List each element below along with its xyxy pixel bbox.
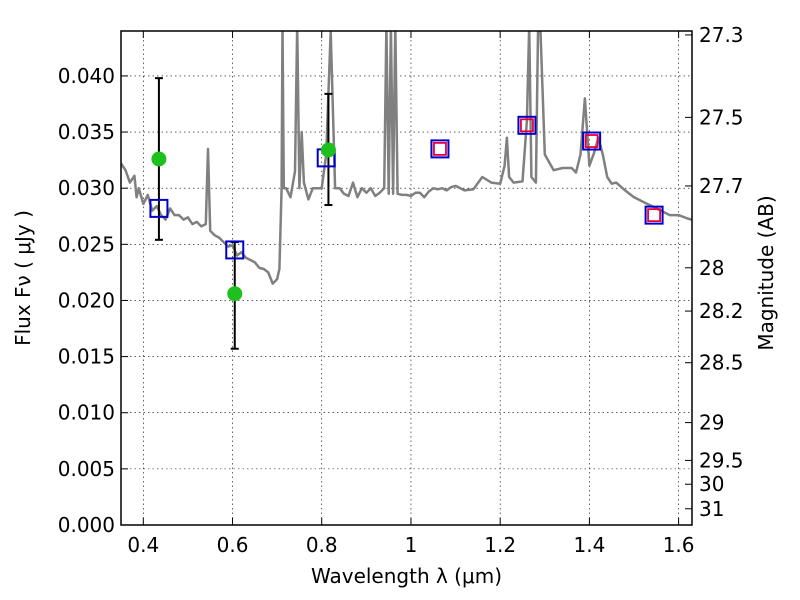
plot-area (121, 31, 692, 350)
observed-photometry-marker (647, 208, 661, 223)
observed-flux-point (320, 142, 336, 158)
x-tick-label: 1 (405, 533, 418, 557)
y-tick-label: 0.000 (58, 513, 115, 537)
observed-flux-point (151, 151, 167, 167)
y2-tick-label: 28.5 (699, 351, 744, 375)
y-tick-label: 0.040 (58, 64, 115, 88)
y2-tick-label: 29.5 (699, 448, 744, 472)
y-tick-label: 0.035 (58, 120, 115, 144)
model-photometry-marker (517, 115, 537, 135)
y-tick-label: 0.025 (58, 232, 115, 256)
x-axis-title: Wavelength λ (μm) (311, 564, 502, 588)
x-tick-label: 1.4 (573, 533, 605, 557)
observed-photometry-marker (584, 134, 599, 148)
x-tick-label: 0.8 (306, 533, 338, 557)
y2-axis-title: Magnitude (AB) (754, 195, 778, 350)
y-axis-ticks: 0.000 0.005 0.010 0.015 0.020 0.025 0.030 0.035… (58, 64, 128, 537)
y-axis-title: Flux Fν ( μJy ) (11, 210, 35, 346)
x-axis-ticks: 0.4 0.6 0.8 1 1.2 1.4 1.6 (127, 31, 695, 557)
y2-tick-label: 30 (699, 472, 724, 496)
y2-tick-label: 27.3 (699, 23, 744, 47)
observed-photometry-marker (520, 118, 534, 133)
x-tick-label: 0.6 (217, 533, 249, 557)
y-tick-label: 0.005 (58, 457, 115, 481)
x-tick-label: 1.2 (484, 533, 516, 557)
x-tick-label: 1.6 (663, 533, 695, 557)
model-photometry-marker (149, 198, 169, 218)
observed-flux-point (227, 286, 243, 302)
y-tick-label: 0.020 (58, 288, 115, 312)
y2-tick-label: 31 (699, 497, 724, 521)
y2-tick-label: 27.5 (699, 105, 744, 129)
model-photometry-marker (644, 205, 664, 225)
y-tick-label: 0.015 (58, 345, 115, 369)
model-photometry-marker (225, 240, 245, 260)
model-photometry-marker (430, 139, 450, 159)
markers (149, 115, 664, 302)
model-spectrum-line (121, 31, 692, 285)
error-bars (154, 77, 333, 350)
y2-tick-label: 29 (699, 411, 724, 435)
y2-tick-label: 28.2 (699, 299, 744, 323)
observed-photometry-marker (433, 141, 447, 156)
y-tick-label: 0.030 (58, 176, 115, 200)
y2-tick-label: 27.7 (699, 174, 744, 198)
model-photometry-marker (582, 131, 602, 151)
y2-tick-label: 28 (699, 256, 724, 280)
grid (121, 31, 692, 526)
x-tick-label: 0.4 (127, 533, 159, 557)
plot-frame (120, 30, 693, 526)
y-tick-label: 0.010 (58, 401, 115, 425)
